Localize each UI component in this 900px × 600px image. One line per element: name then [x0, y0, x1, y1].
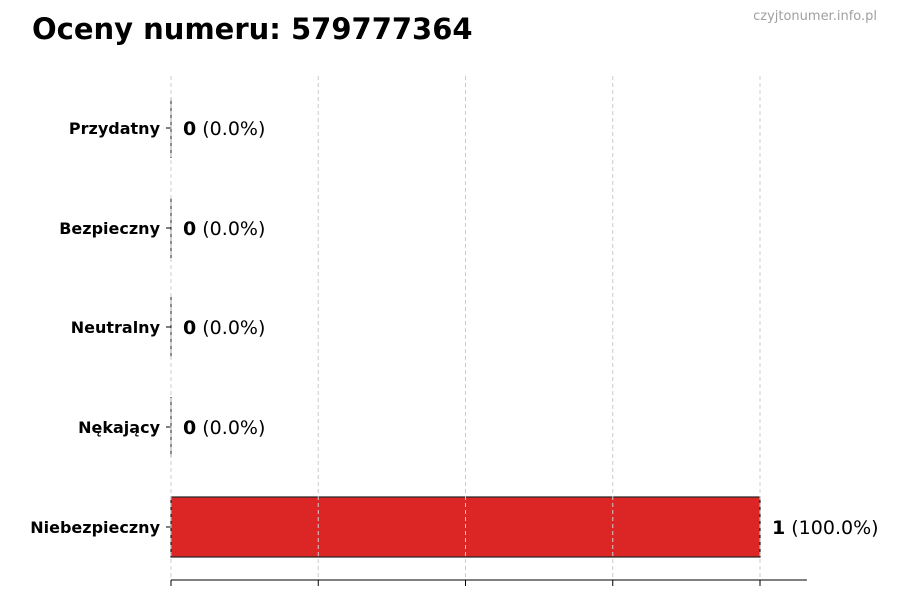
data-label-pct: (0.0%) [196, 118, 265, 140]
data-label: 1 (100.0%) [772, 517, 879, 539]
data-label-count: 0 [183, 317, 196, 339]
data-label-pct: (100.0%) [785, 517, 878, 539]
y-tick-label: Neutralny [71, 318, 161, 337]
data-label: 0 (0.0%) [183, 417, 265, 439]
data-label: 0 (0.0%) [183, 317, 265, 339]
data-label-count: 0 [183, 218, 196, 240]
data-label-pct: (0.0%) [196, 218, 265, 240]
data-label-count: 0 [183, 417, 196, 439]
data-label: 0 (0.0%) [183, 218, 265, 240]
data-label: 0 (0.0%) [183, 118, 265, 140]
data-label-pct: (0.0%) [196, 317, 265, 339]
y-tick-label: Przydatny [69, 119, 161, 138]
y-tick-label: Nękający [78, 418, 160, 437]
y-tick-label: Niebezpieczny [30, 518, 160, 537]
data-label-pct: (0.0%) [196, 417, 265, 439]
watermark: czyjtonumer.info.pl [753, 9, 877, 24]
data-label-count: 0 [183, 118, 196, 140]
y-tick-label: Bezpieczny [59, 219, 160, 238]
chart-title: Oceny numeru: 579777364 [32, 12, 473, 46]
data-label-count: 1 [772, 517, 785, 539]
